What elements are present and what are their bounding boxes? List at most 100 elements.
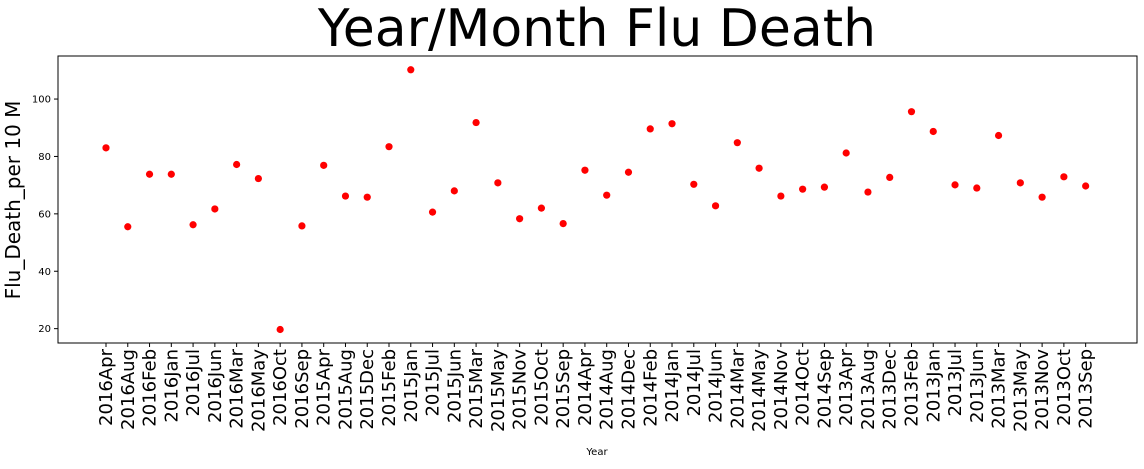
data-point [407,66,415,74]
data-point [1038,193,1046,201]
data-point [145,170,154,178]
data-point [385,143,393,151]
x-tick-label: 2016May [248,349,269,432]
data-point [711,202,720,210]
y-tick-label: 20 [38,324,51,335]
data-point [298,222,306,230]
data-point [124,223,132,231]
data-point [1082,182,1090,190]
x-tick-label: 2014Jun [706,349,727,423]
data-point [233,160,241,169]
x-tick-label: 2014Feb [640,349,661,427]
data-point [646,125,654,133]
data-point [276,325,284,334]
data-point [472,118,480,127]
data-point [254,174,262,183]
data-point [516,215,524,223]
y-tick-label: 100 [32,95,51,106]
data-point [624,168,633,176]
x-tick-label: 2016Apr [96,348,117,426]
x-tick-label: 2016Oct [270,349,291,426]
x-axis: 2016Apr 2016Aug 2016Feb 2016Jan 2016Jul 2016J… [96,343,1097,432]
data-point [450,187,458,195]
y-tick-label: 80 [38,152,51,163]
data-point [341,192,350,200]
x-tick-label: 2015Aug [335,349,356,430]
x-tick-label: 2013Aug [858,349,879,430]
chart-title: Year/Month Flu Death [317,0,876,59]
x-tick-label: 2014May [749,349,770,432]
data-point [755,164,763,172]
data-point [886,173,894,182]
x-tick-label: 2014Dec [618,349,639,430]
x-tick-label: 2013Mar [989,348,1010,428]
x-tick-label: 2013May [1010,349,1031,432]
x-tick-label: 2013Sep [1076,349,1097,429]
x-tick-label: 2013Jun [967,349,988,423]
data-point [973,184,981,192]
x-tick-label: 2014Mar [727,348,748,428]
data-point [363,193,371,201]
x-tick-label: 2016Feb [140,349,161,427]
y-axis-label: Flu_Death_per 10 M [1,101,25,300]
data-point [777,192,785,200]
x-tick-label: 2016Aug [118,349,139,430]
x-tick-label: 2016Jan [161,349,182,423]
x-tick-label: 2015Mar [466,348,487,428]
data-point [581,166,589,174]
data-point [929,127,937,136]
data-point [559,220,567,228]
x-tick-label: 2015Oct [531,349,552,426]
x-tick-label: 2016Sep [292,349,313,429]
data-point [799,185,807,193]
data-point [211,205,219,213]
data-point [733,139,741,147]
y-tick-label: 40 [38,267,51,278]
x-tick-label: 2014Apr [575,348,596,426]
data-points [102,66,1090,334]
y-tick-label: 60 [38,209,51,220]
x-tick-label: 2015Apr [314,348,335,426]
data-point [494,179,502,187]
x-tick-label: 2015May [488,349,509,432]
data-point [428,208,437,216]
x-tick-label: 2015Nov [510,349,531,430]
data-point [1016,179,1024,187]
data-point [102,144,110,152]
data-point [690,180,698,188]
y-axis: 20 40 60 80 100 [32,95,58,335]
data-point [994,131,1003,140]
x-tick-label: 2014Oct [793,349,814,426]
data-point [668,120,676,128]
data-point [537,204,546,212]
data-point [189,221,197,229]
x-tick-label: 2013Dec [880,349,901,430]
data-point [320,161,328,169]
x-tick-label: 2014Aug [597,349,618,430]
x-tick-label: 2016Jul [183,349,204,417]
x-tick-label: 2016Jun [205,349,226,423]
data-point [951,181,959,189]
data-point [842,149,850,157]
x-tick-label: 2014Sep [814,349,835,429]
x-tick-label: 2013Oct [1054,349,1075,426]
x-tick-label: 2015Sep [553,349,574,429]
x-tick-label: 2014Jul [684,349,705,417]
x-tick-label: 2013Apr [836,348,857,426]
x-tick-label: 2013Feb [901,349,922,427]
plot-frame [57,55,1138,344]
data-point [167,170,175,178]
data-point [907,108,916,116]
x-tick-label: 2015Jul [423,349,444,417]
x-tick-label: 2015Jun [444,349,465,423]
data-point [1060,173,1068,181]
data-point [864,188,872,196]
x-tick-label: 2013Jul [945,349,966,417]
x-tick-label: 2016Mar [227,348,248,428]
x-tick-label: 2013Jan [923,349,944,423]
x-tick-label: 2014Nov [771,349,792,430]
x-tick-label: 2013Nov [1032,349,1053,430]
x-tick-label: 2015Dec [357,349,378,430]
